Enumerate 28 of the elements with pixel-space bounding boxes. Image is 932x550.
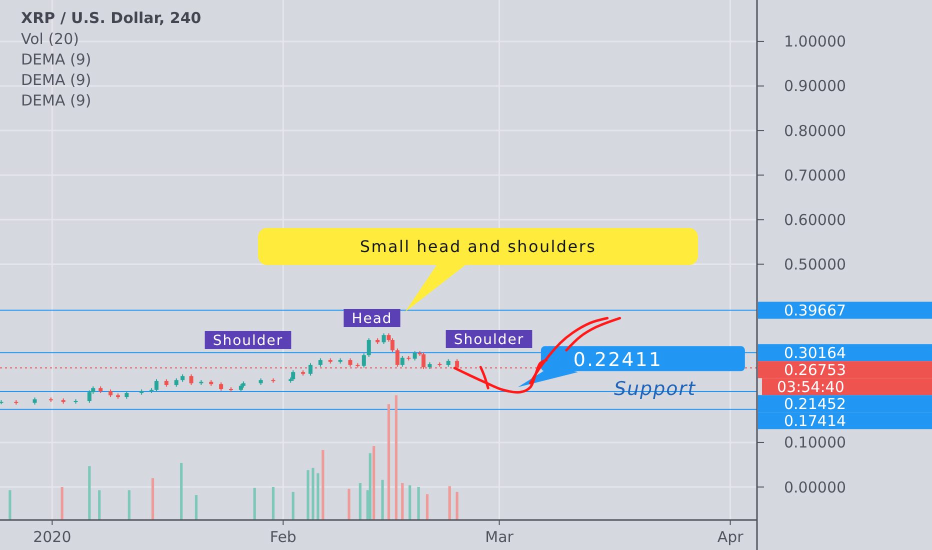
annotation: 0.22411 (573, 349, 662, 372)
y-tick-label: 0.90000 (784, 77, 846, 96)
annotation: Shoulder (212, 333, 284, 350)
annotation: DEMA (9) (21, 71, 92, 89)
ref-line-label: 0.17414 (784, 412, 846, 430)
ref-line-label: 0.26753 (784, 361, 846, 380)
y-tick-label: 0.00000 (784, 478, 846, 496)
ref-line-label: 0.21452 (784, 395, 846, 414)
ref-line-label: 0.30164 (784, 344, 846, 362)
annotation: Shoulder (454, 332, 524, 348)
x-tick-label: Apr (717, 528, 744, 546)
y-tick-label: 0.60000 (784, 210, 846, 229)
x-tick-label: Mar (485, 528, 514, 546)
annotation: DEMA (9) (21, 50, 92, 68)
y-tick-label: 0.50000 (784, 255, 846, 274)
y-tick-label: 1.00000 (784, 32, 846, 51)
x-tick-label: 2020 (33, 528, 72, 546)
annotation: Head (352, 311, 392, 328)
x-tick-label: Feb (270, 528, 296, 546)
y-tick-label: 0.80000 (784, 122, 846, 140)
annotation: DEMA (9) (21, 92, 92, 110)
y-tick-label: 0.70000 (784, 166, 846, 184)
ref-line-label: 0.39667 (784, 302, 846, 320)
text: XRP / U.S. Dollar, 240 (21, 9, 202, 27)
y-tick-label: 0.10000 (784, 434, 846, 452)
annotation: Vol (20) (21, 30, 80, 48)
annotation: Small head and shoulders (360, 236, 596, 256)
text: 03:54:40 (777, 378, 844, 396)
